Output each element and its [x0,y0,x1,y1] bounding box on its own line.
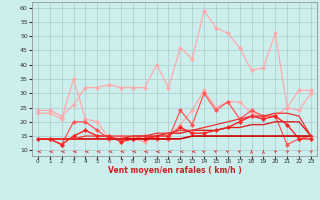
X-axis label: Vent moyen/en rafales ( km/h ): Vent moyen/en rafales ( km/h ) [108,166,241,175]
